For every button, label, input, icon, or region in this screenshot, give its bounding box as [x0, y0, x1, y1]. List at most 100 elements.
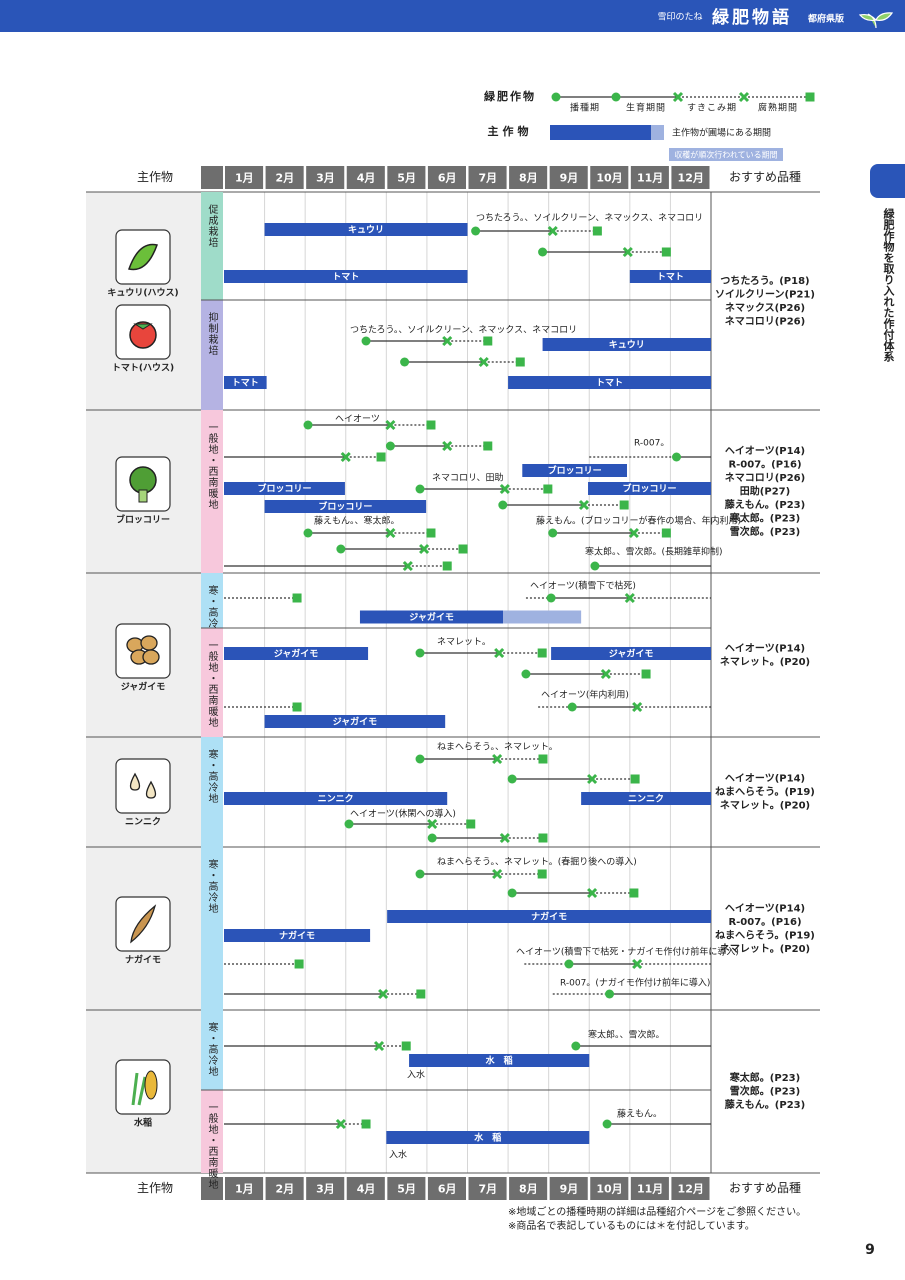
end-marker	[466, 819, 476, 829]
month-label: 1月	[235, 1183, 254, 1196]
edition: 都府県版	[807, 13, 844, 25]
cross	[499, 483, 510, 495]
variety: ネマレット。(P20)	[720, 800, 810, 812]
crop-bar	[224, 929, 371, 942]
month-cell	[549, 1177, 588, 1200]
crop-icon	[115, 456, 171, 512]
crop-name: ジャガイモ	[121, 681, 166, 693]
month-cell	[427, 166, 466, 189]
end-marker	[294, 959, 304, 969]
end-marker	[538, 833, 548, 843]
sow-marker	[672, 452, 682, 462]
variety: ネマコロリ(P26)	[725, 472, 805, 484]
month-label: 7月	[478, 172, 497, 185]
icon	[138, 489, 148, 503]
icon	[145, 780, 157, 799]
end-marker	[661, 528, 671, 538]
sow-marker	[521, 669, 531, 679]
note: 入水	[389, 1149, 407, 1161]
crop-bar	[264, 500, 427, 513]
sow-marker	[507, 888, 517, 898]
cross	[478, 356, 489, 368]
crop-name: ニンニク	[125, 817, 161, 828]
crop-bar	[629, 270, 711, 283]
icon	[144, 1070, 158, 1100]
sow-marker	[546, 593, 556, 603]
note: ヘイオーツ	[335, 414, 380, 425]
crop-bar	[264, 223, 468, 236]
note: R-007。(ナガイモ作付け前年に導入)	[560, 977, 710, 989]
crop-icon	[115, 229, 171, 285]
month-label: 11月	[637, 172, 663, 185]
cross	[672, 91, 684, 103]
cross	[499, 832, 510, 844]
note: 寒太郎。、雪次郎。	[588, 1029, 665, 1041]
plow-marker	[373, 1040, 385, 1052]
plow-marker	[628, 527, 639, 539]
row-label: 一般地・西南暖地	[206, 640, 218, 728]
variety: R-007。(P16)	[728, 917, 801, 928]
month-cell	[306, 1177, 345, 1200]
plow-marker	[632, 958, 643, 970]
plow-marker	[340, 451, 351, 463]
plow-marker	[624, 592, 635, 604]
sow-marker	[385, 441, 395, 451]
crop-name: ブロッコリー	[116, 514, 170, 526]
crop-bar	[224, 647, 369, 660]
cross	[442, 335, 453, 347]
month-cell	[590, 166, 629, 189]
sow-marker	[415, 754, 425, 764]
variety: 藤えもん。(P23)	[725, 498, 805, 511]
crop-bar	[224, 270, 468, 283]
end-marker	[538, 754, 548, 764]
cross	[442, 440, 453, 452]
cross	[494, 647, 505, 659]
month-label: 12月	[678, 172, 704, 185]
note: R-007。	[634, 439, 669, 449]
end-marker	[641, 669, 651, 679]
month-cell	[509, 1177, 548, 1200]
month-cell	[225, 166, 264, 189]
sow-marker	[400, 357, 410, 367]
variety: ヘイオーツ(P14)	[725, 445, 805, 457]
end-marker	[619, 500, 629, 510]
sow-marker	[361, 336, 371, 346]
plow-marker	[335, 1118, 346, 1130]
plow-marker	[600, 668, 611, 680]
legend-bar-light	[651, 125, 664, 140]
month-label: 9月	[560, 1183, 579, 1196]
month-cell	[630, 166, 669, 189]
month-label: 3月	[316, 172, 335, 185]
bar-label: ブロッコリー	[548, 465, 602, 477]
side-tab-text: 緑肥作物を取り入れた作付体系	[882, 207, 895, 363]
end-marker	[805, 92, 815, 102]
month-label: 10月	[596, 1183, 622, 1196]
bar-label: ジャガイモ	[274, 648, 319, 660]
month-label: 2月	[276, 1183, 295, 1196]
row-label: 寒・高冷地	[206, 1021, 218, 1077]
brand: 雪印のたね	[657, 11, 702, 23]
sow-marker	[303, 420, 313, 430]
icon	[128, 243, 158, 271]
legend-harvest-note: 収穫が順次行われている期間	[674, 150, 777, 160]
month-label: 11月	[637, 1183, 663, 1196]
crop-bar	[387, 910, 711, 923]
sow-marker	[471, 226, 481, 236]
row-label-bg	[201, 847, 223, 1010]
month-cell	[387, 166, 426, 189]
bar-label: 水 稲	[486, 1055, 513, 1067]
crop-icon	[115, 1059, 171, 1115]
month-label: 1月	[235, 172, 254, 185]
note: ねまへらそう。、ネマレット。(春掘り後への導入)	[437, 856, 637, 868]
bar-label: キュウリ	[348, 225, 384, 236]
bar-label: ブロッコリー	[318, 501, 372, 513]
cross	[385, 419, 396, 431]
bar-label: ジャガイモ	[409, 611, 454, 623]
plow-marker	[402, 560, 413, 572]
row-label-bg	[201, 1010, 223, 1090]
crop-bar	[224, 792, 448, 805]
crop-bar	[551, 647, 711, 660]
bar-label: キュウリ	[609, 340, 645, 351]
sow-marker	[605, 989, 615, 999]
